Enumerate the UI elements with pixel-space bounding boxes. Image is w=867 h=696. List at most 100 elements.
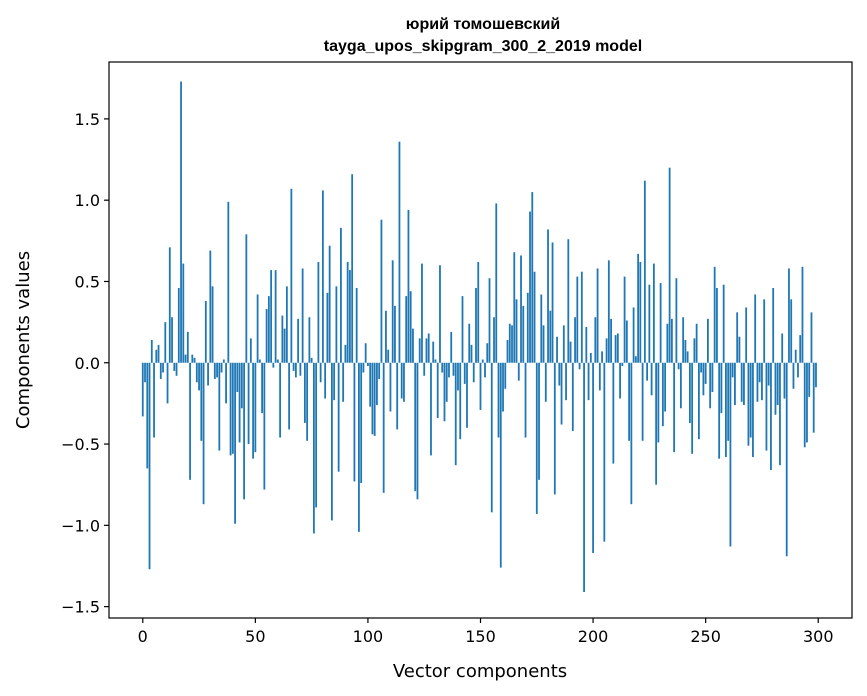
bar [806, 362, 808, 443]
bar [752, 362, 754, 458]
bar [675, 278, 678, 363]
bar [578, 362, 581, 370]
bar [261, 362, 263, 414]
bar [731, 362, 734, 378]
bar [761, 362, 763, 401]
bar [180, 81, 182, 363]
bar [772, 287, 775, 363]
bar [646, 362, 649, 381]
bar [202, 362, 205, 505]
bar [490, 362, 493, 513]
bar [141, 362, 144, 417]
bar [740, 362, 743, 402]
bar [162, 362, 164, 373]
bar [511, 325, 513, 363]
bar [502, 362, 504, 412]
bar [225, 362, 227, 404]
bar [770, 362, 772, 471]
bar [245, 234, 248, 363]
bar [240, 362, 243, 409]
bar [695, 323, 698, 363]
bar [484, 362, 486, 378]
bar [443, 362, 446, 422]
bar [736, 312, 739, 363]
bar [781, 333, 784, 363]
bar [198, 362, 200, 391]
bar [258, 359, 261, 363]
bar [272, 362, 275, 368]
bar [580, 271, 583, 363]
bar [815, 362, 817, 388]
bar [688, 362, 691, 423]
chart-title-line-1: юрий томошевский [406, 16, 560, 33]
bar [479, 362, 482, 410]
y-tick-label: 1.0 [75, 191, 100, 210]
bar [146, 362, 149, 469]
bar [779, 362, 781, 466]
x-tick-label: 0 [138, 627, 148, 646]
bar [472, 362, 475, 383]
bar [276, 359, 279, 363]
bar [425, 338, 428, 363]
bar [376, 362, 378, 406]
bar [808, 362, 811, 397]
bar [337, 362, 340, 472]
bar [506, 340, 509, 363]
bar [628, 362, 630, 441]
bar [529, 211, 531, 363]
bar [385, 310, 387, 363]
bar [637, 253, 640, 363]
bar [168, 247, 171, 363]
bar [466, 362, 468, 428]
bar [594, 317, 597, 363]
bar [792, 362, 795, 389]
bar [668, 167, 671, 363]
bar [436, 362, 439, 419]
bar [463, 362, 466, 384]
bar [774, 362, 777, 415]
bar [747, 362, 750, 446]
bar [470, 344, 473, 363]
bar [722, 284, 725, 363]
x-tick-label: 100 [353, 627, 384, 646]
y-tick-label: 0.5 [75, 272, 100, 291]
bar [481, 359, 484, 363]
bar [200, 362, 203, 441]
bar [315, 362, 318, 508]
bar [614, 335, 617, 363]
bar [571, 362, 574, 432]
bar [673, 362, 676, 453]
bar [423, 362, 426, 376]
bar [670, 318, 673, 363]
bar [605, 338, 608, 363]
bar [601, 351, 603, 363]
bar [184, 354, 187, 363]
bar [378, 362, 381, 380]
bar [612, 362, 615, 464]
bar [486, 343, 489, 363]
bar [362, 362, 365, 373]
bar [252, 362, 254, 459]
bar [650, 362, 653, 396]
bar [306, 362, 309, 441]
bar [317, 261, 320, 363]
bar [434, 359, 437, 363]
bar [788, 268, 790, 363]
bar [312, 362, 315, 534]
bar [783, 362, 786, 399]
bar [285, 286, 288, 363]
bar [177, 287, 180, 363]
y-tick-label: 0.0 [75, 354, 100, 373]
bar [213, 362, 216, 380]
bar [592, 362, 594, 553]
bar [193, 357, 196, 363]
x-tick-label: 250 [690, 627, 721, 646]
bar [418, 338, 421, 363]
y-tick-label: −1.5 [61, 598, 100, 617]
bar [495, 203, 498, 363]
bar [619, 362, 621, 399]
bar [412, 328, 414, 363]
bar [297, 318, 300, 363]
bar [767, 362, 770, 386]
